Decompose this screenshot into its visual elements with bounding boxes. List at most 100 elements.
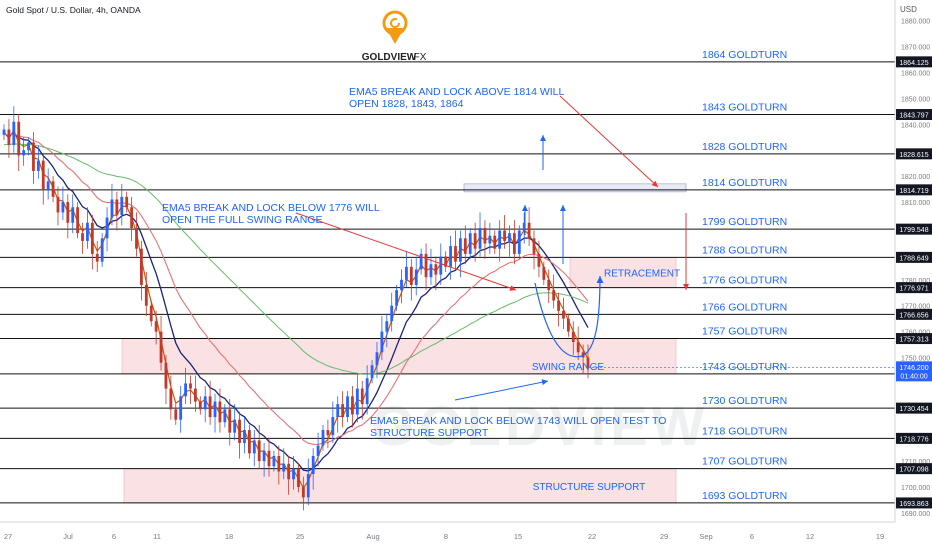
candle-body xyxy=(287,463,291,480)
candle-body xyxy=(459,238,462,262)
candle-body xyxy=(424,253,428,278)
candle-body xyxy=(409,266,413,285)
candle-body xyxy=(125,196,129,208)
candle-body xyxy=(61,202,65,213)
candle-body xyxy=(179,396,183,420)
candle-body xyxy=(120,196,124,216)
candle-body xyxy=(522,222,526,231)
candle-body xyxy=(154,321,158,332)
target-box-1814 xyxy=(463,183,687,193)
price-tag: 1864.125 xyxy=(899,60,928,67)
candle-body xyxy=(189,383,192,389)
candle-body xyxy=(36,160,40,171)
y-tick-label: 1870.000 xyxy=(901,45,930,52)
candle-body xyxy=(552,290,556,301)
candle-body xyxy=(277,455,281,472)
price-tag-bg xyxy=(896,333,932,345)
price-tag-bg xyxy=(896,109,932,121)
x-tick-label: 22 xyxy=(588,532,596,541)
zone-retracement xyxy=(569,257,677,288)
candle-body xyxy=(292,468,295,480)
level-label: 1707 GOLDTURN xyxy=(702,456,787,468)
y-tick-label: 1810.000 xyxy=(901,200,930,207)
x-tick-label: 12 xyxy=(806,532,814,541)
x-tick-label: 18 xyxy=(225,532,233,541)
candle-body xyxy=(512,233,516,254)
candle-body xyxy=(27,142,30,151)
candle-body xyxy=(493,235,497,249)
y-tick-label: 1690.000 xyxy=(901,511,930,518)
candle-body xyxy=(400,279,403,291)
candle-body xyxy=(326,430,330,436)
candle-body xyxy=(463,238,467,254)
candle-body xyxy=(562,310,565,319)
candle-body xyxy=(208,396,212,418)
candle-body xyxy=(149,305,153,322)
candle-body xyxy=(233,419,237,433)
annotation-text: EMA5 BREAK AND LOCK BELOW 1776 WILL OPEN … xyxy=(162,202,380,226)
candle-body xyxy=(228,409,232,433)
price-tag-bg xyxy=(896,184,932,196)
y-tick-label: 1860.000 xyxy=(901,71,930,78)
price-tag-bg xyxy=(896,463,932,475)
level-label: 1799 GOLDTURN xyxy=(702,216,787,228)
candle-body xyxy=(169,388,173,410)
x-tick-label: 15 xyxy=(514,532,522,541)
candle-body xyxy=(390,305,394,322)
candle-body xyxy=(566,318,570,332)
candle-body xyxy=(395,290,399,306)
candle-body xyxy=(301,487,305,498)
level-label: 1718 GOLDTURN xyxy=(702,425,787,437)
price-tag: 1757.313 xyxy=(899,337,928,344)
candle-body xyxy=(385,321,389,332)
symbol-title: Gold Spot / U.S. Dollar, 4h, OANDA xyxy=(6,5,141,15)
price-tag-bg xyxy=(896,432,932,444)
candle-body xyxy=(375,352,379,366)
price-tag-bg xyxy=(896,251,932,263)
price-tag: 1693.863 xyxy=(899,501,928,508)
candle-body xyxy=(272,455,276,467)
candle-body xyxy=(12,121,16,146)
candle-body xyxy=(46,181,50,190)
price-tag: 1799.548 xyxy=(899,227,928,234)
y-tick-label: 1850.000 xyxy=(901,96,930,103)
candle-body xyxy=(22,150,26,156)
candle-body xyxy=(355,388,359,415)
level-label: 1814 GOLDTURN xyxy=(702,177,787,189)
candle-body xyxy=(257,440,261,462)
price-tag: 1814.719 xyxy=(899,188,928,195)
candle-body xyxy=(90,222,94,254)
zone-label: STRUCTURE SUPPORT xyxy=(533,482,646,493)
ema-long-line xyxy=(4,143,589,375)
x-tick-label: 6 xyxy=(750,532,754,541)
candle-body xyxy=(532,238,536,254)
price-tag-bg xyxy=(896,223,932,235)
candle-body xyxy=(517,230,521,254)
candle-body xyxy=(331,417,335,436)
x-tick-label: 27 xyxy=(4,532,12,541)
candle-body xyxy=(454,246,457,262)
candle-body xyxy=(537,253,541,267)
arrow-red-1776 xyxy=(295,212,517,291)
candle-body xyxy=(243,430,246,443)
zone-structure-support xyxy=(123,468,677,504)
candle-body xyxy=(321,430,325,446)
price-tag: 1707.098 xyxy=(899,467,928,474)
candle-body xyxy=(2,129,6,135)
x-tick-label: Jul xyxy=(63,532,73,541)
candle-body xyxy=(17,121,21,156)
candle-body xyxy=(571,331,575,342)
price-tag: 1766.656 xyxy=(899,312,928,319)
x-tick-label: 6 xyxy=(112,532,116,541)
candle-body xyxy=(110,199,114,218)
candle-body xyxy=(184,383,187,397)
candle-body xyxy=(547,279,551,291)
price-tag: 1828.615 xyxy=(899,152,928,159)
ema-mid-line xyxy=(3,132,589,472)
current-price: 1746.200 xyxy=(899,365,928,372)
annotation-text: EMA5 BREAK AND LOCK BELOW 1743 WILL OPEN… xyxy=(370,415,666,439)
candle-body xyxy=(140,248,143,285)
candle-body xyxy=(213,401,217,418)
candle-body xyxy=(41,160,45,190)
